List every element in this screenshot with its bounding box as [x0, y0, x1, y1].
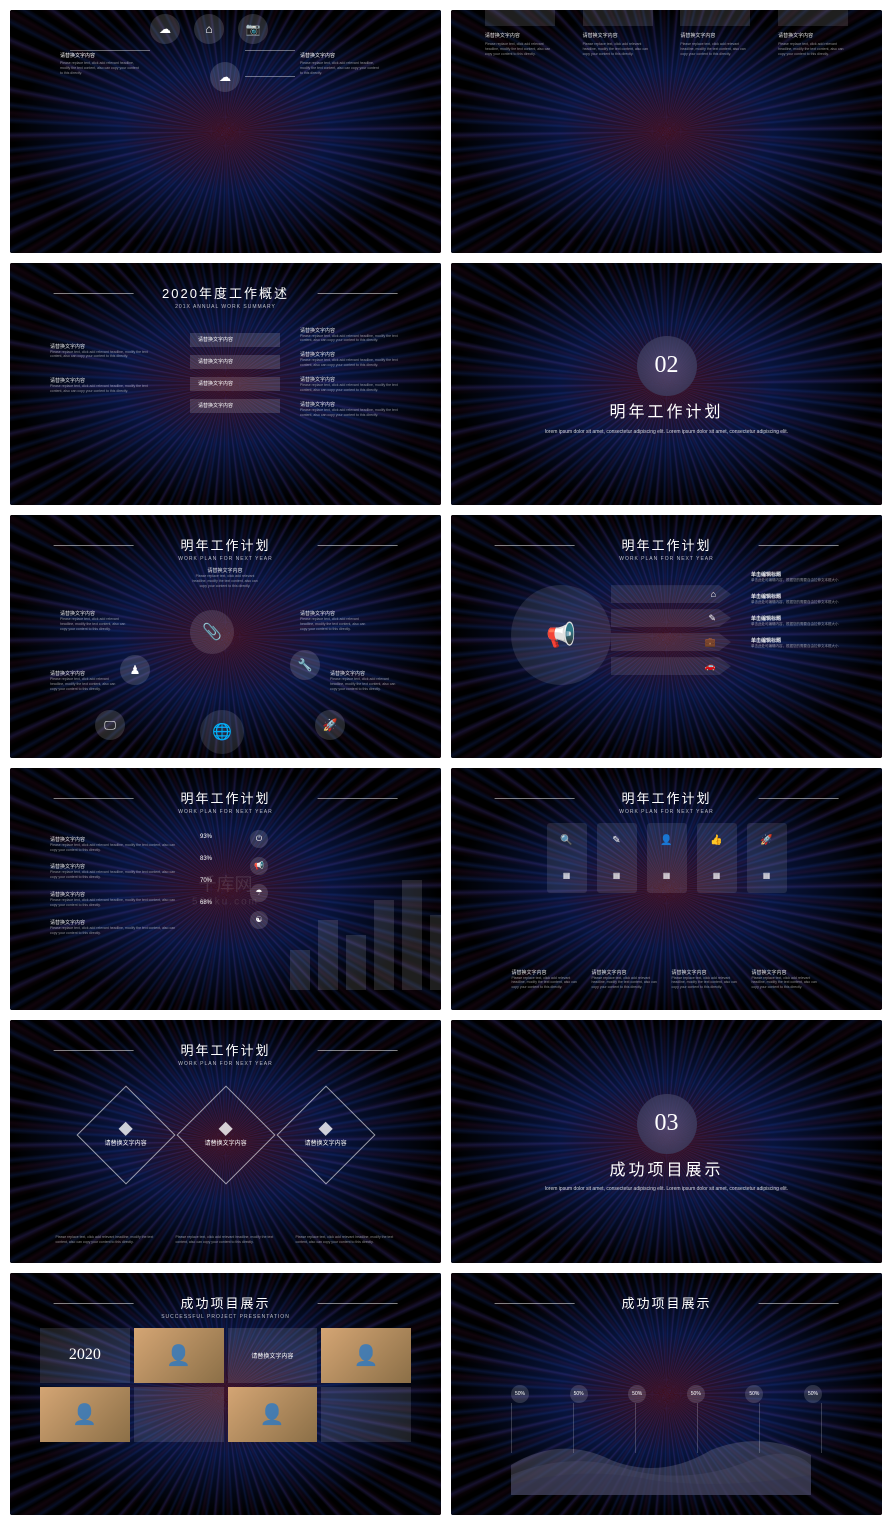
bar-chart: [290, 880, 441, 990]
col-heading: 请替换文字内容: [485, 32, 555, 39]
cloud2-icon: ☁: [210, 62, 240, 92]
horn-icon: 📢: [250, 857, 268, 875]
slide-8: 明年工作计划WORK PLAN FOR NEXT YEAR 🔍▦ ✎▦ 👤▦ 👍…: [451, 768, 882, 1011]
slide-1: ☁ ⌂ 📷 ☁ 请替换文字内容Please replace text, clic…: [10, 10, 441, 253]
slide-6: 明年工作计划WORK PLAN FOR NEXT YEAR 📢 ⌂ ✎ 💼 🚗 …: [451, 515, 882, 758]
camera-icon: 📷: [238, 14, 268, 44]
section-number: 03: [637, 1094, 697, 1154]
slide-5: 明年工作计划WORK PLAN FOR NEXT YEAR 📎 ♟ 🖵 🌐 🔧 …: [10, 515, 441, 758]
slide-11: 成功项目展示SUCCESSFUL PROJECT PRESENTATION 20…: [10, 1273, 441, 1516]
org-icon: ♟: [120, 655, 150, 685]
slide-7: 明年工作计划WORK PLAN FOR NEXT YEAR 请替换文字内容Ple…: [10, 768, 441, 1011]
photo-cell: [134, 1328, 224, 1383]
slide-title: 2020年度工作概述: [53, 283, 398, 302]
section-number: 02: [637, 336, 697, 396]
section-title: 明年工作计划: [609, 398, 723, 422]
umbrella-icon: ☂: [250, 884, 268, 902]
globe-icon: 🌐: [200, 710, 244, 754]
briefcase-icon: 💼: [611, 633, 731, 651]
pencil-icon: ✎: [611, 609, 731, 627]
slide-10-section: 03 成功项目展示 lorem ipsum dolor sit amet, co…: [451, 1020, 882, 1263]
megaphone-icon: 📢: [511, 585, 611, 685]
car-icon: 🚗: [611, 657, 731, 675]
slide-4-section: 02 明年工作计划 lorem ipsum dolor sit amet, co…: [451, 263, 882, 506]
slide-2: 请替换文字内容Please replace text, click add re…: [451, 10, 882, 253]
year-cell: 2020: [40, 1328, 130, 1383]
power-icon: ⏻: [250, 830, 268, 848]
percent-list: 93%83%70%68%: [200, 834, 212, 922]
label-1: 请替换文字内容Please replace text, click add re…: [60, 52, 140, 76]
home-icon: ⌂: [611, 585, 731, 603]
monitor-icon: 🖵: [95, 710, 125, 740]
section-title: 成功项目展示: [609, 1156, 723, 1180]
bar-item: 请替换文字内容: [190, 333, 280, 347]
home-icon: ⌂: [194, 14, 224, 44]
label-2: 请替换文字内容Please replace text, click add re…: [300, 52, 380, 76]
yin-icon: ☯: [250, 911, 268, 929]
card-1: 🔍▦: [547, 823, 587, 893]
slide-3: 2020年度工作概述201X ANNUAL WORK SUMMARY 请替换文字…: [10, 263, 441, 506]
slide-12: 成功项目展示 50% 50% 50% 50% 50% 50%: [451, 1273, 882, 1516]
slide-9: 明年工作计划WORK PLAN FOR NEXT YEAR 请替换文字内容 请替…: [10, 1020, 441, 1263]
diamond-1: 请替换文字内容: [76, 1086, 175, 1185]
rocket-icon: 🚀: [315, 710, 345, 740]
cloud-icon: ☁: [150, 14, 180, 44]
clip-icon: 📎: [190, 610, 234, 654]
area-chart: 50% 50% 50% 50% 50% 50%: [511, 1385, 822, 1495]
wrench-icon: 🔧: [290, 650, 320, 680]
